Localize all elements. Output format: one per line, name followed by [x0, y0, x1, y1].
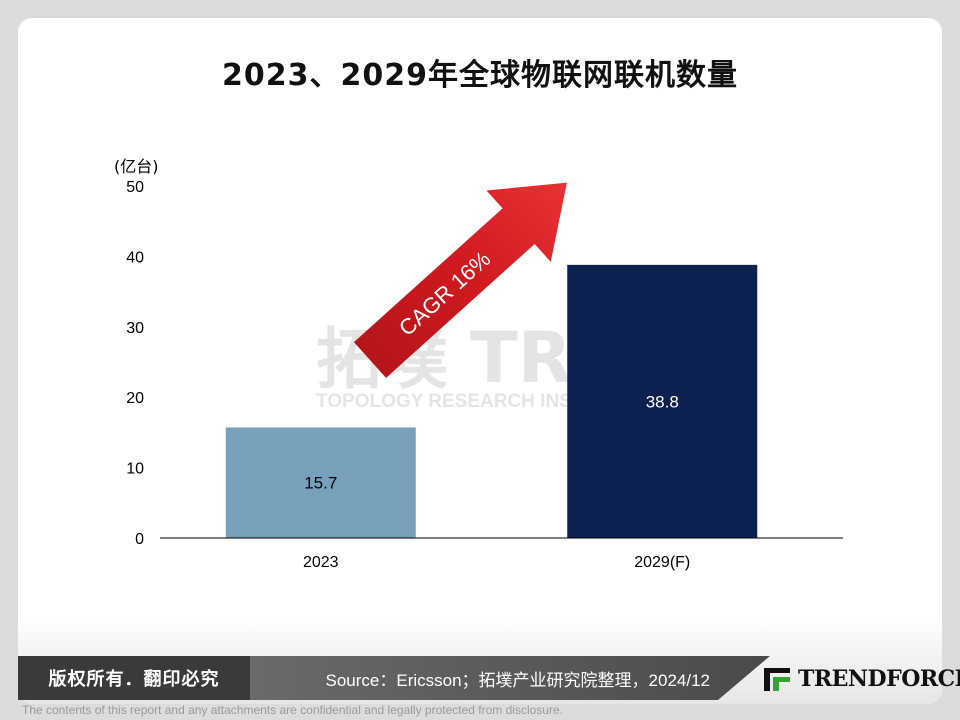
copyright-badge: 版权所有．翻印必究: [18, 656, 250, 700]
chart-title: 2023、2029年全球物联网联机数量: [222, 58, 738, 93]
y-tick-label: 10: [126, 461, 144, 478]
data-label: 38.8: [646, 392, 679, 411]
y-tick-label: 40: [126, 249, 144, 266]
y-tick-label: 20: [126, 390, 144, 407]
trendforce-logo-icon: [764, 668, 790, 691]
bar: [567, 264, 758, 538]
trendforce-logo: TRENDFORCE: [762, 664, 960, 694]
x-tick-label: 2029(F): [634, 554, 690, 571]
y-tick-label: 50: [126, 179, 144, 196]
y-unit-label: (亿台): [114, 157, 159, 176]
disclaimer: The contents of this report and any atta…: [22, 703, 563, 717]
y-tick-label: 0: [135, 531, 144, 548]
x-tick-label: 2023: [303, 554, 339, 571]
bar: [225, 427, 416, 538]
source-note: Source：Ericsson；拓墣产业研究院整理，2024/12: [250, 656, 770, 700]
watermark-english: TOPOLOGY RESEARCH INSTITUTE: [316, 391, 638, 412]
trendforce-logo-text: TRENDFORCE: [798, 666, 960, 692]
footer: 版权所有．翻印必究 Source：Ericsson；拓墣产业研究院整理，2024…: [0, 656, 960, 700]
data-label: 15.7: [304, 474, 337, 493]
cagr-arrow-shape: [353, 182, 567, 378]
y-tick-label: 30: [126, 320, 144, 337]
